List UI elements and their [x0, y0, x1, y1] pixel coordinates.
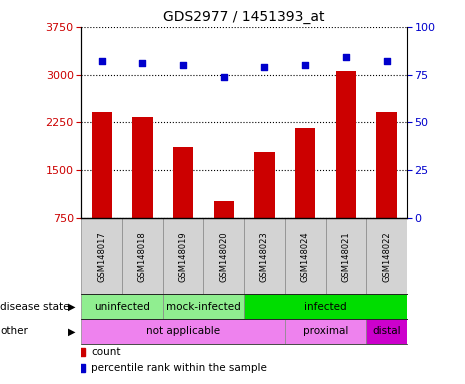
Point	[342, 55, 350, 61]
Bar	[326, 218, 366, 295]
Bar	[285, 218, 326, 295]
Text: count: count	[91, 347, 120, 357]
Text: other: other	[0, 326, 28, 336]
Text: infected: infected	[304, 302, 347, 312]
Text: GSM148020: GSM148020	[219, 231, 228, 281]
Text: ▶: ▶	[68, 302, 76, 312]
Bar	[81, 319, 285, 344]
Bar	[366, 218, 407, 295]
Text: not applicable: not applicable	[146, 326, 220, 336]
Point	[220, 73, 227, 79]
Text: GSM148023: GSM148023	[260, 231, 269, 281]
Point	[383, 58, 390, 65]
Bar	[213, 201, 234, 266]
Text: GSM148024: GSM148024	[301, 231, 310, 281]
Point	[301, 62, 309, 68]
Text: GSM148022: GSM148022	[382, 231, 391, 281]
Bar	[163, 295, 244, 319]
Bar	[295, 128, 315, 266]
Point	[261, 64, 268, 70]
Bar	[366, 319, 407, 344]
Bar	[244, 295, 407, 319]
Text: disease state: disease state	[0, 302, 70, 312]
Text: percentile rank within the sample: percentile rank within the sample	[91, 363, 267, 373]
Text: mock-infected: mock-infected	[166, 302, 241, 312]
Bar	[285, 319, 366, 344]
Bar	[336, 71, 356, 266]
Text: GSM148019: GSM148019	[179, 231, 187, 281]
Bar	[122, 218, 163, 295]
Bar	[81, 295, 163, 319]
Bar	[244, 218, 285, 295]
Bar	[163, 218, 203, 295]
Bar	[203, 218, 244, 295]
Text: uninfected: uninfected	[94, 302, 150, 312]
Bar	[132, 117, 153, 266]
Bar	[254, 152, 275, 266]
Point	[98, 58, 106, 65]
Text: GSM148021: GSM148021	[341, 231, 350, 281]
Text: proximal: proximal	[303, 326, 348, 336]
Text: ▶: ▶	[68, 326, 76, 336]
Point	[179, 62, 187, 68]
Bar	[81, 218, 122, 295]
Bar	[92, 112, 112, 266]
Bar	[376, 112, 397, 266]
Point	[139, 60, 146, 66]
Text: GSM148017: GSM148017	[97, 231, 106, 281]
Title: GDS2977 / 1451393_at: GDS2977 / 1451393_at	[163, 10, 325, 25]
Text: GSM148018: GSM148018	[138, 231, 147, 281]
Bar	[173, 147, 193, 266]
Text: distal: distal	[372, 326, 401, 336]
